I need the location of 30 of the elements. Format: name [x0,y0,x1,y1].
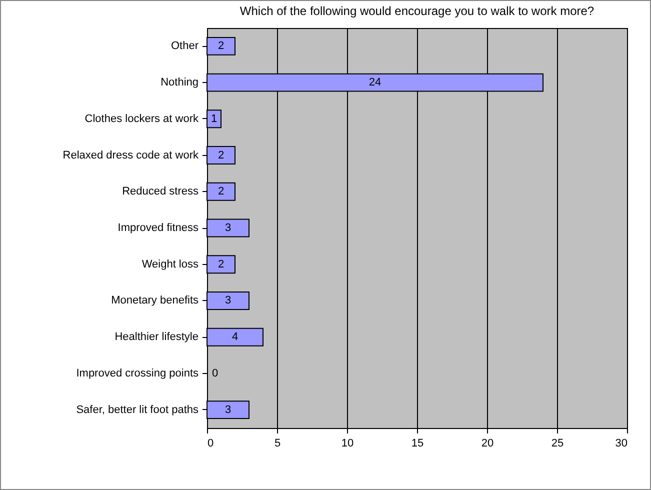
y-tick-label: Safer, better lit foot paths [76,404,199,416]
x-tick-label: 10 [341,438,354,450]
data-label: 2 [218,258,224,270]
data-label: 4 [232,331,238,344]
y-tick-label: Clothes lockers at work [84,112,199,125]
y-tick-label: Monetary benefits [111,294,199,307]
data-label: 1 [210,112,218,125]
y-tick-label: Improved crossing points [76,367,199,380]
data-label: 2 [218,186,224,198]
data-label: 3 [224,404,232,416]
y-tick-label: Relaxed dress code at work [62,149,199,162]
data-label: 2 [218,40,224,52]
y-tick-label: Healthier lifestyle [114,331,198,344]
data-label: 3 [224,294,232,307]
data-label: 3 [224,222,232,234]
chart-title: Which of the following would encourage you to walk to work more? [240,4,594,18]
y-tick-label: Weight loss [142,258,199,270]
x-tick-label: 5 [274,438,281,450]
x-tick-label: 0 [208,438,214,450]
x-tick-label: 15 [411,438,424,450]
y-tick-label: Reduced stress [122,186,199,198]
data-label: 0 [212,367,218,380]
y-tick-label: Nothing [160,76,198,89]
data-label: 2 [218,149,224,162]
x-tick-label: 20 [481,438,494,450]
x-tick-label: 25 [551,438,564,450]
x-tick-label: 30 [615,438,628,450]
y-tick-label: Improved fitness [118,222,199,234]
data-label: 24 [368,76,382,89]
y-tick-label: Other [170,40,199,52]
